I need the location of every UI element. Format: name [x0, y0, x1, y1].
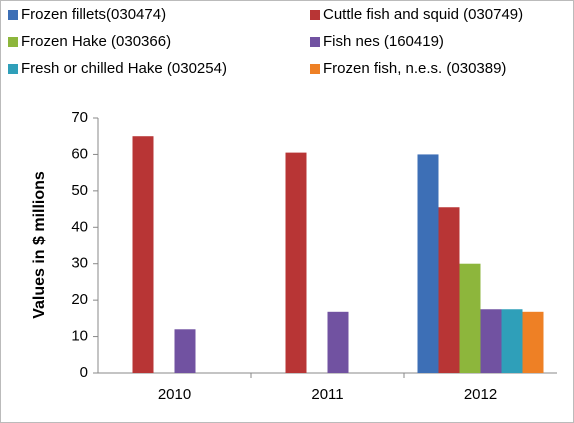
bar — [501, 309, 523, 373]
bar — [327, 311, 349, 373]
y-tick-label: 60 — [71, 145, 88, 162]
y-tick-label: 40 — [71, 218, 88, 235]
bar — [438, 207, 460, 373]
bar — [459, 263, 481, 373]
legend-label: Cuttle fish and squid (030749) — [323, 6, 523, 23]
y-tick-label: 70 — [71, 109, 88, 126]
legend-label: Fish nes (160419) — [323, 33, 444, 50]
bar — [174, 329, 196, 373]
legend-label: Fresh or chilled Hake (030254) — [21, 60, 227, 77]
x-tick-label: 2012 — [464, 386, 497, 403]
bar — [522, 311, 544, 373]
legend-swatch — [8, 37, 18, 47]
legend-swatch — [310, 64, 320, 74]
y-tick-label: 0 — [80, 364, 88, 381]
legend-label: Frozen fillets(030474) — [21, 6, 166, 23]
bar — [417, 154, 439, 373]
y-tick-label: 20 — [71, 291, 88, 308]
y-axis-label: Values in $ millions — [31, 171, 48, 319]
legend-swatch — [310, 37, 320, 47]
bar — [132, 136, 154, 373]
y-tick-label: 50 — [71, 182, 88, 199]
legend-label: Frozen Hake (030366) — [21, 33, 171, 50]
legend-swatch — [310, 10, 320, 20]
bar — [480, 309, 502, 373]
legend-swatch — [8, 10, 18, 20]
legend-label: Frozen fish, n.e.s. (030389) — [323, 60, 506, 77]
legend-swatch — [8, 64, 18, 74]
x-tick-label: 2011 — [311, 386, 343, 403]
bar — [285, 152, 307, 373]
y-tick-label: 30 — [71, 255, 88, 272]
x-tick-label: 2010 — [158, 386, 191, 403]
y-tick-label: 10 — [71, 328, 88, 345]
